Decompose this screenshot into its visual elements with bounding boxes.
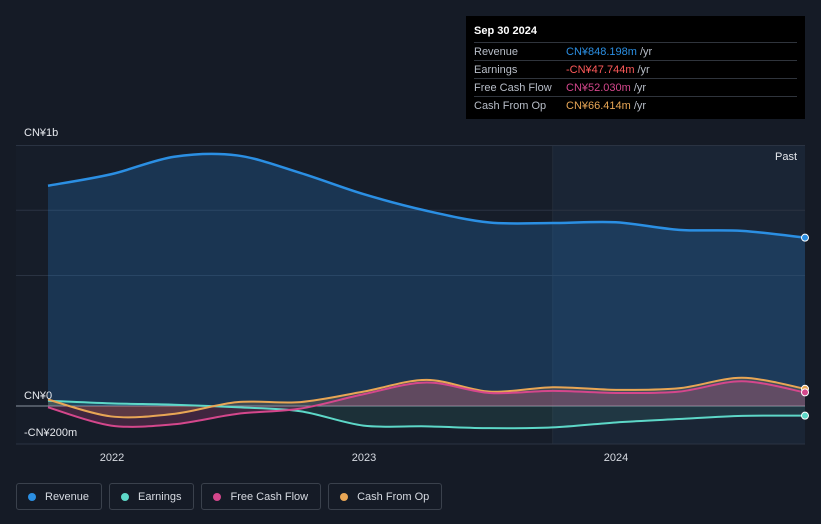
cash-from-op-area bbox=[48, 377, 805, 418]
legend-item-label: Cash From Op bbox=[357, 490, 430, 503]
axis-labels: CN¥1b CN¥0 -CN¥200m 2022 2023 2024 Past bbox=[24, 127, 797, 464]
earnings-end-point bbox=[801, 411, 809, 420]
tooltip-row-label: Earnings bbox=[474, 63, 518, 76]
plot-background bbox=[16, 145, 805, 444]
tooltip-date: Sep 30 2024 bbox=[474, 25, 537, 37]
legend-item-label: Earnings bbox=[138, 490, 182, 503]
past-label: Past bbox=[775, 151, 797, 163]
x-tick-label: 2023 bbox=[352, 452, 376, 464]
free-cash-flow-line bbox=[47, 380, 806, 428]
free-cash-flow-area bbox=[48, 381, 805, 427]
tooltip-row: Free Cash Flow CN¥52.030m/yr bbox=[474, 78, 797, 96]
x-tick-label: 2024 bbox=[604, 452, 628, 464]
tooltip-row-unit: /yr bbox=[633, 99, 647, 112]
legend-item-revenue[interactable]: Revenue bbox=[16, 483, 103, 510]
tooltip-panel: Sep 30 2024 Revenue CN¥848.198m/yr Earning… bbox=[466, 16, 805, 119]
tooltip-row-value: CN¥66.414m bbox=[566, 99, 631, 112]
revenue-line bbox=[47, 152, 806, 239]
y-axis-label: -CN¥200m bbox=[24, 427, 77, 439]
tooltip-row-unit: /yr bbox=[639, 45, 653, 58]
tooltip-row-label: Free Cash Flow bbox=[474, 81, 552, 94]
tooltip-row-label: Cash From Op bbox=[474, 99, 547, 112]
revenue-end-point bbox=[801, 233, 809, 242]
tooltip-row: Revenue CN¥848.198m/yr bbox=[474, 42, 797, 60]
free-cash-flow-dot-icon bbox=[213, 492, 222, 501]
plot-area bbox=[16, 145, 553, 444]
legend-item-free-cash-flow[interactable]: Free Cash Flow bbox=[201, 483, 322, 510]
gridlines bbox=[16, 145, 805, 445]
chart-legend: Revenue Earnings Free Cash Flow Cash From O… bbox=[16, 483, 443, 510]
earnings-area bbox=[48, 400, 805, 429]
legend-item-label: Revenue bbox=[45, 490, 90, 503]
y-axis-label: CN¥1b bbox=[24, 127, 58, 139]
x-tick-label: 2022 bbox=[100, 452, 124, 464]
legend-item-cash-from-op[interactable]: Cash From Op bbox=[328, 483, 443, 510]
revenue-area bbox=[48, 153, 805, 406]
tooltip-row: Earnings -CN¥47.744m/yr bbox=[474, 60, 797, 78]
tooltip-row-unit: /yr bbox=[633, 81, 647, 94]
legend-item-label: Free Cash Flow bbox=[230, 490, 309, 503]
series-lines bbox=[47, 152, 806, 430]
past-region bbox=[552, 145, 805, 444]
tooltip-row-value: -CN¥47.744m bbox=[566, 63, 635, 76]
revenue-dot-icon bbox=[28, 492, 36, 501]
series-areas bbox=[48, 153, 805, 429]
series-end-dots bbox=[801, 233, 809, 420]
tooltip-rows: Revenue CN¥848.198m/yr Earnings -CN¥47.744m… bbox=[474, 42, 797, 114]
tooltip-row: Cash From Op CN¥66.414m/yr bbox=[474, 96, 797, 114]
cash-from-op-dot-icon bbox=[340, 492, 349, 501]
legend-item-earnings[interactable]: Earnings bbox=[109, 483, 195, 510]
tooltip-row-value: CN¥52.030m bbox=[566, 81, 631, 94]
cash-from-op-line bbox=[47, 376, 806, 419]
tooltip-row-label: Revenue bbox=[474, 45, 519, 58]
tooltip-row-value: CN¥848.198m bbox=[566, 45, 637, 58]
tooltip-row-unit: /yr bbox=[637, 63, 650, 76]
earnings-dot-icon bbox=[121, 492, 130, 501]
earnings-line bbox=[47, 399, 806, 430]
free-cash-flow-end-point bbox=[801, 388, 809, 397]
y-axis-label: CN¥0 bbox=[24, 390, 52, 402]
